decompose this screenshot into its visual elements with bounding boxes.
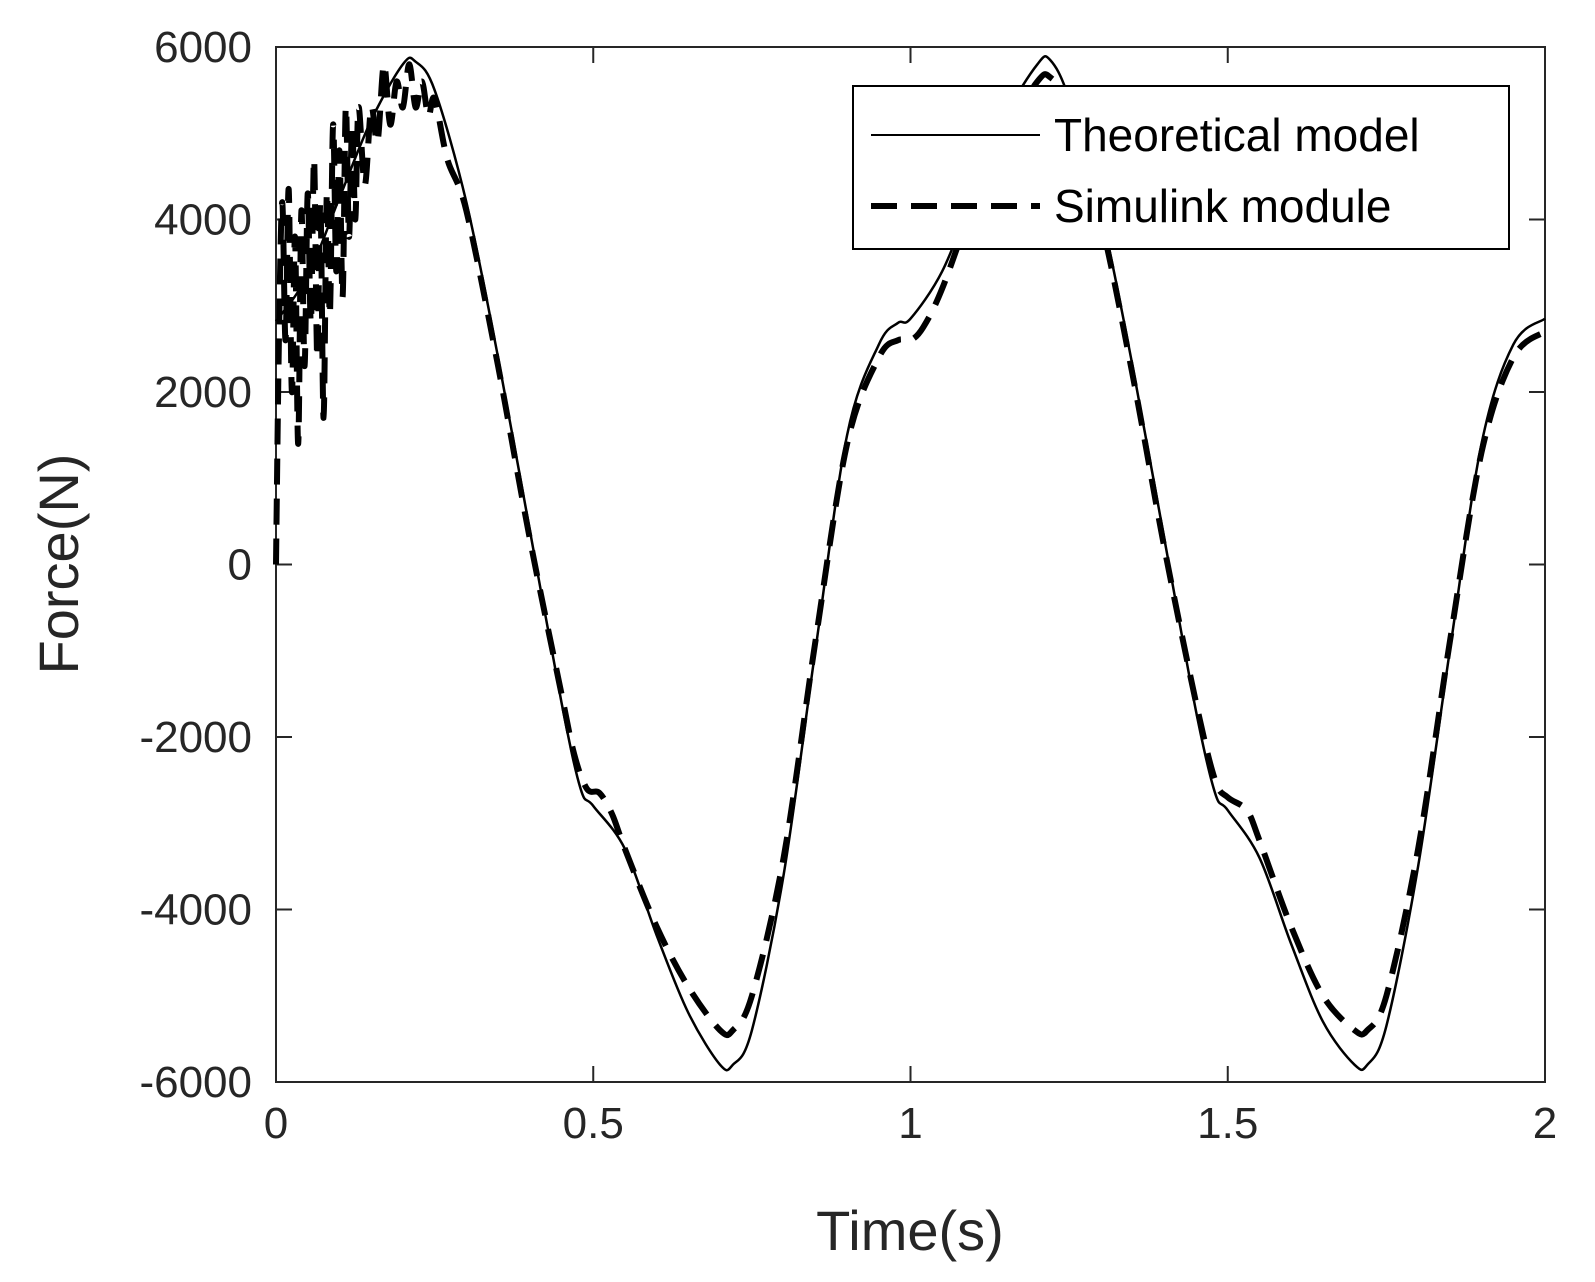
y-tick-label: -4000 (139, 886, 252, 935)
axis-ticks: 0 0.5 1 1.5 2 -6000 -4000 -2000 0 2000 4000 6000 (139, 23, 1557, 1148)
y-tick-label: 0 (228, 541, 252, 590)
x-tick-label: 0 (264, 1099, 288, 1148)
legend-box (852, 85, 1510, 250)
x-tick-label: 1 (898, 1099, 922, 1148)
x-tick-label: 2 (1533, 1099, 1557, 1148)
y-tick-label: 2000 (154, 368, 252, 417)
x-axis-title: Time(s) (816, 1199, 1004, 1262)
x-tick-label: 1.5 (1197, 1099, 1258, 1148)
legend-label-theoretical-model: Theoretical model (1054, 109, 1420, 161)
legend: Theoretical model Simulink module (852, 85, 1510, 250)
y-tick-label: 6000 (154, 23, 252, 72)
series-line-simulink-module (273, 61, 1547, 1039)
y-tick-label: -6000 (139, 1058, 252, 1107)
y-tick-label: -2000 (139, 713, 252, 762)
series-layer (273, 55, 1547, 1072)
y-axis-title: Force(N) (27, 454, 90, 675)
legend-label-simulink-module: Simulink module (1054, 180, 1391, 232)
x-tick-label: 0.5 (563, 1099, 624, 1148)
y-tick-label: 4000 (154, 196, 252, 245)
